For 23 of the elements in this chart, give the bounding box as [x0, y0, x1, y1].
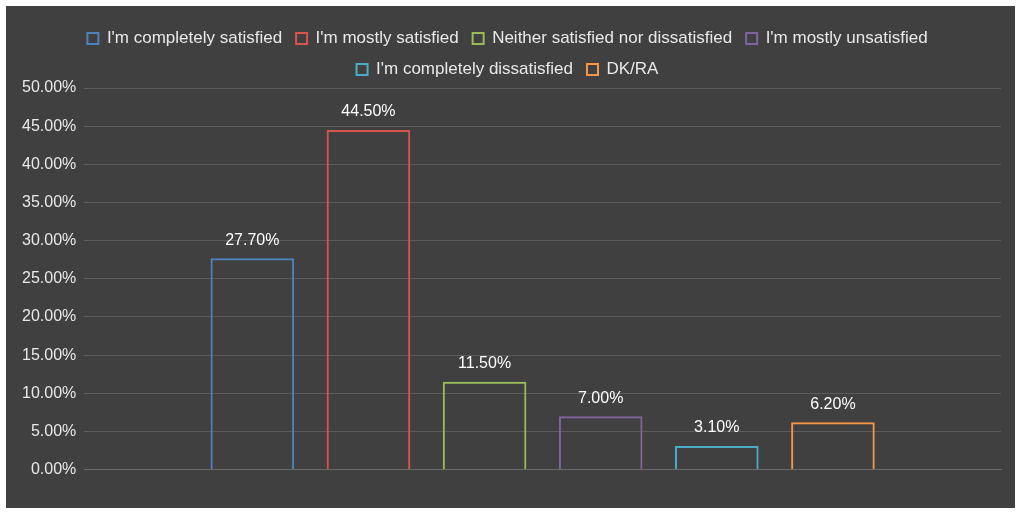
y-tick-label: 40.00% — [22, 154, 77, 172]
y-tick-label: 5.00% — [30, 421, 77, 439]
y-tick-label: 30.00% — [22, 231, 77, 249]
y-tick-label: 50.00% — [22, 78, 77, 96]
y-tick-label: 25.00% — [22, 269, 77, 287]
legend-label: I'm mostly unsatisfied — [765, 28, 928, 48]
y-tick-label: 20.00% — [22, 307, 77, 325]
data-label: 6.20% — [810, 394, 856, 412]
y-tick-label: 15.00% — [22, 345, 77, 363]
data-label: 11.50% — [458, 354, 512, 372]
legend-label: I'm completely dissatisfied — [376, 59, 573, 79]
data-label: 27.70% — [225, 230, 280, 248]
y-tick-label: 35.00% — [22, 192, 77, 210]
y-tick-label: 45.00% — [22, 116, 77, 134]
legend-label: DK/RA — [606, 59, 660, 79]
legend-label: I'm completely satisfied — [106, 28, 283, 48]
legend-label: Neither satisfied nor dissatisfied — [492, 28, 733, 48]
y-tick-label: 0.00% — [30, 460, 77, 478]
y-tick-label: 10.00% — [22, 383, 77, 401]
data-label: 3.10% — [694, 418, 740, 436]
data-label: 44.50% — [341, 102, 396, 120]
legend-label: I'm mostly satisfied — [315, 28, 459, 48]
data-label: 7.00% — [578, 388, 624, 406]
